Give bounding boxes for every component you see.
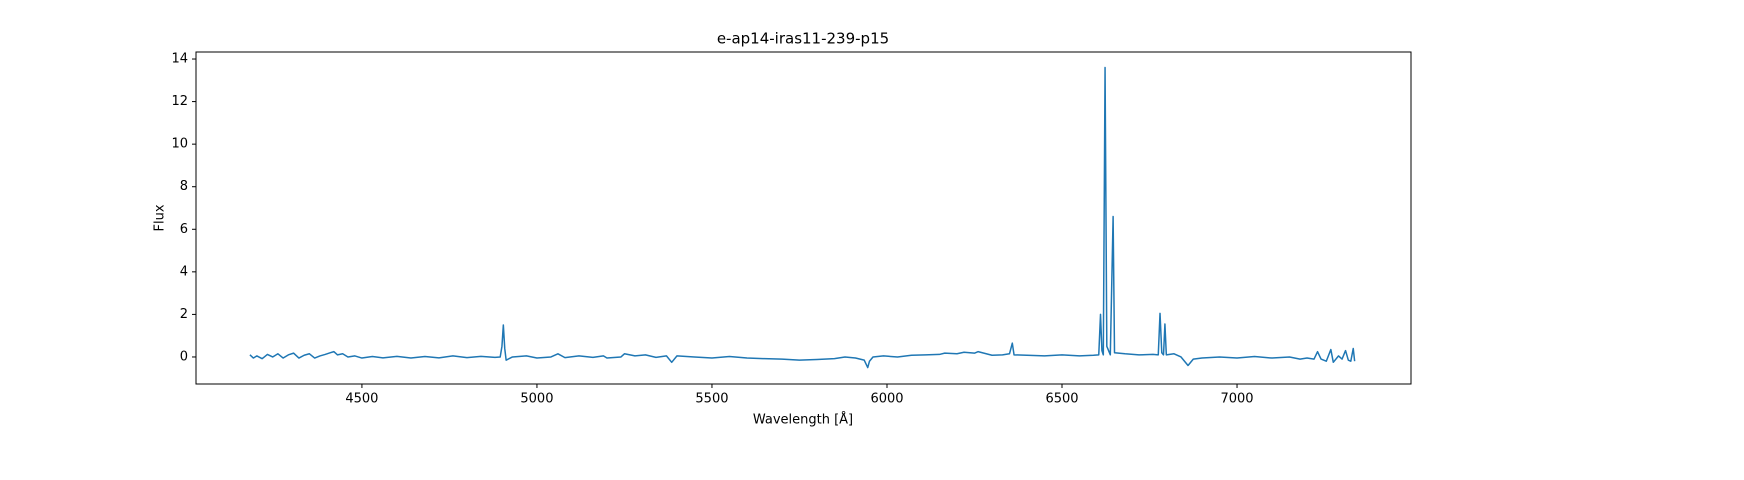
y-tick-label: 10 bbox=[171, 137, 188, 152]
y-tick-label: 4 bbox=[180, 264, 188, 279]
y-tick-label: 12 bbox=[171, 94, 188, 109]
chart-title: e-ap14-iras11-239-p15 bbox=[717, 30, 889, 48]
y-axis-label: Flux bbox=[153, 204, 168, 231]
x-tick-label: 6500 bbox=[1045, 392, 1078, 407]
x-tick-label: 5000 bbox=[520, 392, 553, 407]
y-tick-label: 8 bbox=[180, 179, 188, 194]
plot-frame bbox=[195, 51, 1412, 385]
x-tick-label: 6000 bbox=[870, 392, 903, 407]
x-tick-label: 7000 bbox=[1220, 392, 1253, 407]
x-tick-label: 4500 bbox=[345, 392, 378, 407]
spectrum-line bbox=[249, 66, 1356, 369]
y-tick-label: 6 bbox=[180, 222, 188, 237]
x-tick-label: 5500 bbox=[695, 392, 728, 407]
y-tick-label: 2 bbox=[180, 307, 188, 322]
y-tick-label: 14 bbox=[171, 52, 188, 67]
x-axis-label: Wavelength [Å] bbox=[753, 412, 853, 428]
y-tick-label: 0 bbox=[180, 349, 188, 364]
